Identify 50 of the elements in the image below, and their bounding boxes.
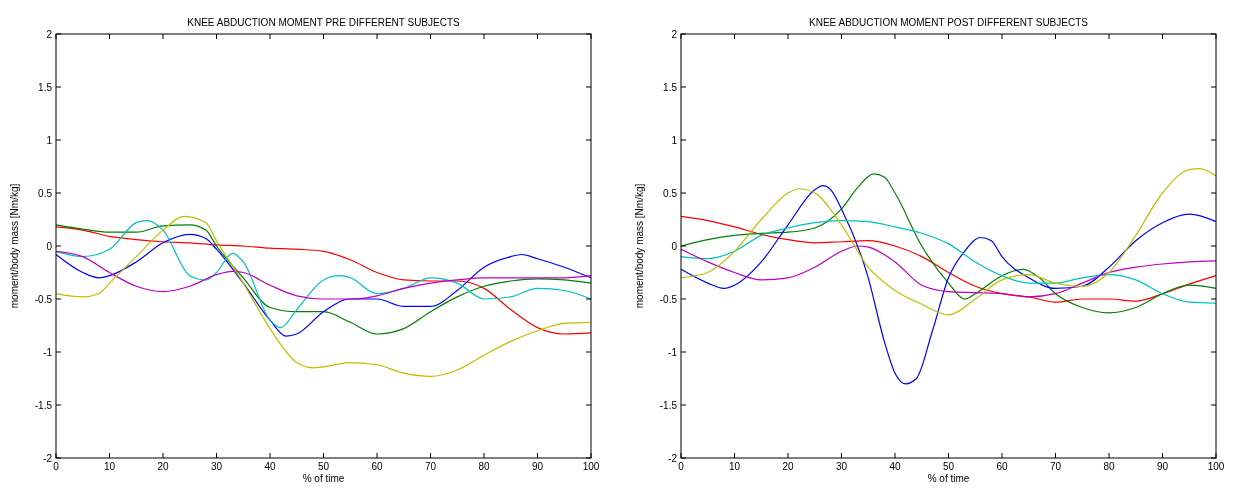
y-axis-title: moment/body mass [Nm/kg] (634, 183, 645, 309)
x-tick-label: 80 (1103, 461, 1115, 472)
x-tick-label: 70 (424, 461, 437, 472)
y-tick-label: -0.5 (34, 293, 53, 305)
x-tick-label: 0 (53, 461, 60, 472)
line-series (55, 215, 592, 377)
y-tick-label: 1.5 (663, 81, 678, 93)
x-tick-label: 10 (103, 461, 116, 472)
y-tick-label: -1 (43, 346, 53, 358)
y-tick-label: 1.5 (38, 81, 53, 93)
y-tick-label: -1.5 (659, 399, 678, 411)
x-axis-title: % of time (302, 473, 345, 484)
x-tick-label: 70 (1049, 461, 1062, 472)
x-tick-label: 90 (531, 461, 544, 472)
y-tick-label: -1 (668, 346, 678, 358)
line-series (680, 184, 1217, 385)
x-tick-label: 50 (317, 461, 330, 472)
y-axis-title: moment/body mass [Nm/kg] (9, 183, 20, 309)
chart-title: KNEE ABDUCTION MOMENT PRE DIFFERENT SUBJECTS (187, 17, 461, 28)
y-tick-label: 0.5 (38, 187, 53, 199)
x-tick-label: 100 (1207, 461, 1225, 472)
y-tick-label: 2 (46, 28, 53, 40)
x-tick-label: 30 (210, 461, 223, 472)
x-tick-label: 0 (678, 461, 685, 472)
x-tick-label: 40 (889, 461, 901, 472)
y-tick-label: -2 (668, 452, 678, 464)
y-tick-label: 0 (46, 240, 53, 252)
x-tick-label: 90 (1156, 461, 1169, 472)
x-axis-title: % of time (927, 473, 970, 484)
line-series (55, 250, 592, 300)
x-tick-label: 60 (371, 461, 383, 472)
y-tick-label: 1 (671, 134, 678, 146)
y-tick-label: -0.5 (659, 293, 678, 305)
x-tick-label: 100 (582, 461, 600, 472)
chart-title: KNEE ABDUCTION MOMENT POST DIFFERENT SUBJECTS (809, 17, 1089, 28)
x-tick-label: 20 (782, 461, 794, 472)
y-tick-label: -2 (43, 452, 53, 464)
y-tick-label: 1 (46, 134, 53, 146)
x-tick-label: 50 (942, 461, 955, 472)
x-tick-label: 10 (728, 461, 741, 472)
y-tick-label: 0.5 (663, 187, 678, 199)
x-tick-label: 30 (835, 461, 848, 472)
y-tick-label: 0 (671, 240, 678, 252)
y-tick-label: -1.5 (34, 399, 53, 411)
x-tick-label: 20 (157, 461, 169, 472)
x-tick-label: 60 (996, 461, 1008, 472)
line-series (680, 245, 1217, 298)
x-tick-label: 40 (264, 461, 276, 472)
y-tick-label: 2 (671, 28, 678, 40)
x-tick-label: 80 (478, 461, 490, 472)
